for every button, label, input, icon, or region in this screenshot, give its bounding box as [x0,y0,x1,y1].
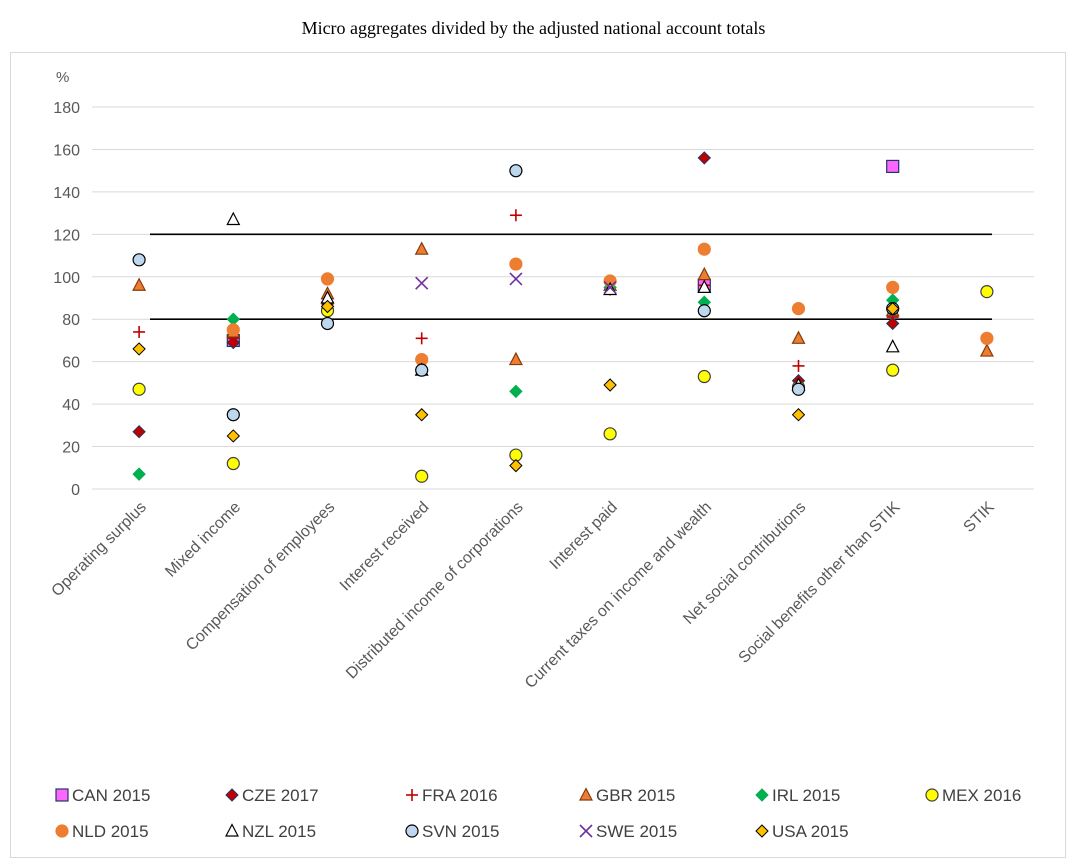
data-point-nld-2015 [320,272,335,286]
data-point-gbr-2015 [414,241,429,255]
legend-label-svn-2015: SVN 2015 [422,822,500,841]
y-tick-label: 0 [71,482,80,499]
chart-frame [10,52,1066,858]
data-point-svn-2015 [509,164,523,178]
x-category-label: Compensation of employees [183,499,338,654]
data-point-nld-2015 [226,323,240,337]
data-point-fra-2016 [133,325,146,338]
data-point-usa-2015 [132,342,146,356]
data-point-nld-2015 [509,257,523,271]
legend-marker-nld-2015 [55,824,69,838]
legend-label-irl-2015: IRL 2015 [772,786,840,805]
data-point-swe-2015 [509,272,523,286]
x-category-label: Social benefits other than STIK [736,499,904,667]
legend-marker-can-2015 [55,788,69,802]
data-point-usa-2015 [509,458,523,473]
data-point-fra-2016 [792,359,805,372]
data-point-irl-2015 [509,384,523,399]
data-point-svn-2015 [226,408,240,422]
data-point-nld-2015 [980,331,994,345]
data-point-svn-2015 [415,363,429,377]
data-point-nzl-2015 [603,281,618,296]
data-point-swe-2015 [603,280,617,294]
data-point-cze-2017 [885,316,900,331]
x-category-label: Current taxes on income and wealth [522,499,715,692]
data-point-usa-2015 [226,429,241,443]
y-tick-label: 120 [53,227,80,244]
data-point-swe-2015 [415,276,429,290]
data-point-fra-2016 [509,209,522,222]
data-point-usa-2015 [603,378,617,392]
chart-title: Micro aggregates divided by the adjusted… [301,18,766,38]
data-point-usa-2015 [320,299,335,314]
legend-marker-nzl-2015 [225,823,239,837]
data-point-usa-2015 [885,301,900,316]
legend-marker-swe-2015 [579,824,593,838]
legend-label-nld-2015: NLD 2015 [72,822,149,841]
data-point-mex-2016 [415,469,429,483]
data-point-cze-2017 [697,151,712,165]
legend-label-gbr-2015: GBR 2015 [596,786,675,805]
y-tick-label: 160 [53,142,80,159]
x-category-label: Mixed income [162,499,244,581]
y-axis-unit: % [56,69,69,86]
x-category-label: Operating surplus [49,499,150,600]
legend-label-nzl-2015: NZL 2015 [242,822,316,841]
y-tick-label: 60 [62,355,80,372]
data-point-gbr-2015 [979,343,994,357]
data-point-mex-2016 [132,382,146,396]
data-point-svn-2015 [132,253,146,267]
data-point-nld-2015 [697,242,711,256]
data-point-mex-2016 [980,285,994,299]
y-tick-label: 80 [62,312,80,329]
data-point-mex-2016 [226,456,240,471]
data-point-can-2015 [886,159,900,174]
data-point-usa-2015 [414,408,429,422]
legend-marker-irl-2015 [755,788,769,802]
legend-label-can-2015: CAN 2015 [72,786,150,805]
data-point-usa-2015 [791,408,806,422]
data-point-gbr-2015 [132,277,147,291]
x-category-label: Distributed income of corporations [343,499,527,683]
legend-marker-cze-2017 [225,788,239,802]
data-point-gbr-2015 [697,266,712,281]
legend-label-usa-2015: USA 2015 [772,822,849,841]
data-point-mex-2016 [603,427,617,441]
data-point-svn-2015 [320,316,335,331]
data-point-mex-2016 [697,369,711,384]
data-point-svn-2015 [791,382,806,396]
legend-marker-usa-2015 [755,824,769,838]
data-point-gbr-2015 [791,330,806,344]
legend-marker-mex-2016 [925,788,939,802]
data-point-mex-2016 [886,363,900,377]
legend-marker-svn-2015 [405,824,419,838]
data-point-irl-2015 [132,467,146,481]
y-tick-label: 20 [62,440,80,457]
y-tick-label: 180 [53,100,80,117]
data-point-gbr-2015 [508,351,523,366]
data-point-nzl-2015 [885,339,900,353]
data-point-svn-2015 [697,304,711,318]
legend-label-mex-2016: MEX 2016 [942,786,1021,805]
data-point-fra-2016 [415,332,428,345]
y-tick-label: 100 [53,270,80,287]
x-category-label: Interest paid [547,499,621,573]
data-point-cze-2017 [132,424,146,439]
data-point-nzl-2015 [697,279,712,293]
legend-label-swe-2015: SWE 2015 [596,822,677,841]
x-category-label: STIK [961,499,998,536]
x-category-label: Interest received [337,499,433,595]
data-point-nld-2015 [791,302,806,316]
legend-label-fra-2016: FRA 2016 [422,786,498,805]
legend-marker-gbr-2015 [579,787,593,801]
data-point-nzl-2015 [226,211,241,226]
legend-marker-fra-2016 [406,789,418,801]
y-tick-label: 140 [53,185,80,202]
y-tick-label: 40 [62,397,80,414]
legend-label-cze-2017: CZE 2017 [242,786,319,805]
data-point-nld-2015 [886,280,900,294]
